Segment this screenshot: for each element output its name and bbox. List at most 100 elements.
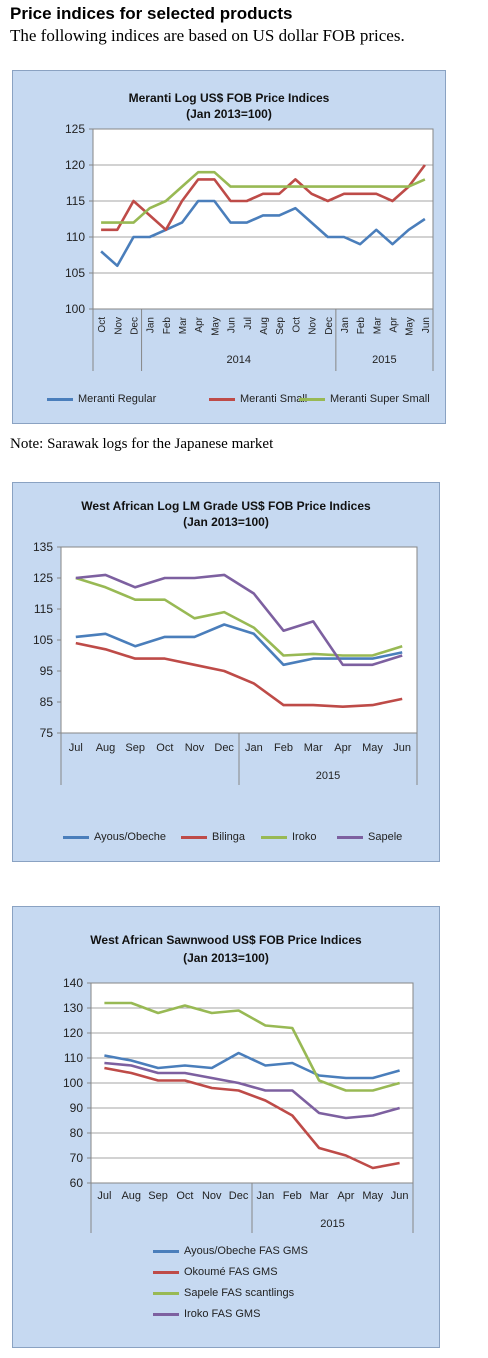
- x-tick-label: May: [362, 742, 383, 754]
- y-tick-label: 105: [33, 633, 53, 647]
- series-line: [104, 1061, 400, 1120]
- x-tick-label: Feb: [356, 317, 367, 335]
- x-tick-label: Dec: [214, 742, 234, 754]
- x-tick-label: Oct: [97, 317, 108, 333]
- legend-label: Ayous/Obeche: [94, 831, 166, 843]
- legend-item: Sapele: [337, 831, 402, 843]
- x-tick-label: Nov: [308, 317, 319, 335]
- legend-label: Sapele FAS scantlings: [184, 1287, 295, 1299]
- x-tick-label: May: [362, 1190, 383, 1202]
- legend-swatch: [47, 397, 73, 401]
- y-tick-label: 60: [70, 1176, 84, 1190]
- x-tick-label: May: [405, 317, 416, 336]
- meranti-chart: Meranti Log US$ FOB Price Indices (Jan 2…: [12, 70, 446, 424]
- legend-item: Sapele FAS scantlings: [153, 1287, 294, 1299]
- x-tick-label: Mar: [372, 316, 383, 334]
- x-tick-label: Mar: [178, 316, 189, 334]
- page-title: Price indices for selected products: [10, 4, 293, 23]
- year-group-label: 2015: [372, 354, 396, 366]
- legend-swatch: [337, 835, 363, 839]
- x-tick-label: Sep: [125, 742, 145, 754]
- y-tick-label: 115: [34, 602, 53, 616]
- x-tick-label: Apr: [194, 316, 205, 332]
- y-tick-label: 135: [33, 540, 53, 554]
- x-tick-label: Jul: [243, 317, 254, 330]
- legend-swatch: [299, 397, 325, 401]
- chart-subtitle: (Jan 2013=100): [186, 107, 272, 121]
- series-line: [104, 1066, 400, 1170]
- chart-title: Meranti Log US$ FOB Price Indices: [128, 91, 330, 105]
- legend-label: Sapele: [368, 831, 403, 843]
- legend-label: Ayous/Obeche FAS GMS: [184, 1245, 308, 1257]
- y-tick-label: 105: [65, 266, 85, 280]
- legend-label: Meranti Regular: [78, 393, 157, 405]
- x-tick-label: Mar: [304, 742, 323, 754]
- y-tick-label: 130: [63, 1001, 83, 1015]
- x-tick-label: Nov: [185, 742, 205, 754]
- legend-swatch: [153, 1291, 179, 1295]
- x-tick-label: Jan: [340, 317, 351, 333]
- series-line: [75, 623, 403, 667]
- x-tick-label: Feb: [162, 317, 173, 335]
- west-african-log-plot: 75 85 95 105 115 125 135 Jul Aug Sep Oct Nov Dec Jan F…: [33, 540, 418, 785]
- y-tick-label: 100: [65, 302, 85, 316]
- legend-item: Bilinga: [181, 831, 245, 843]
- legend-label: Okoumé FAS GMS: [184, 1266, 278, 1278]
- x-tick-label: Oct: [291, 317, 302, 333]
- x-tick-label: Feb: [283, 1190, 302, 1202]
- y-tick-label: 120: [65, 158, 85, 172]
- legend-item: Iroko: [261, 831, 316, 843]
- legend-swatch: [181, 835, 207, 839]
- legend-item: Meranti Regular: [47, 393, 156, 405]
- legend-item: Ayous/Obeche FAS GMS: [153, 1245, 308, 1257]
- page-subtitle: The following indices are based on US do…: [10, 26, 405, 45]
- x-tick-label: Dec: [324, 317, 335, 335]
- chart-legend: Ayous/Obeche Bilinga Iroko Sapele: [13, 827, 441, 847]
- series-line: [75, 576, 403, 657]
- x-tick-label: Jan: [257, 1190, 275, 1202]
- legend-label: Iroko: [292, 831, 317, 843]
- series-line: [101, 170, 426, 224]
- legend-label: Meranti Small: [240, 393, 308, 405]
- y-tick-label: 110: [64, 1051, 83, 1065]
- x-tick-label: Jun: [421, 317, 432, 333]
- year-group-label: 2015: [316, 770, 340, 782]
- plot-area: [92, 128, 434, 310]
- legend-label: Bilinga: [212, 831, 246, 843]
- y-tick-label: 75: [40, 726, 54, 740]
- legend-label: Meranti Super Small: [330, 393, 430, 405]
- x-tick-label: Dec: [129, 317, 140, 335]
- x-tick-label: Oct: [176, 1190, 193, 1202]
- x-tick-label: Jan: [245, 742, 263, 754]
- y-tick-label: 140: [63, 976, 83, 990]
- x-tick-label: Sep: [275, 317, 286, 335]
- year-group-label: 2015: [320, 1218, 344, 1230]
- x-tick-label: May: [210, 317, 221, 336]
- legend-label: Iroko FAS GMS: [184, 1308, 261, 1320]
- chart-legend: Ayous/Obeche FAS GMS Okoumé FAS GMS Sapele…: [13, 1241, 441, 1341]
- y-tick-label: 125: [33, 571, 53, 585]
- meranti-plot: 100 105 110 115 120 125 Oct Nov Dec Jan Feb Mar Apr M…: [65, 122, 434, 371]
- x-tick-label: Sep: [148, 1190, 168, 1202]
- legend-swatch: [153, 1249, 179, 1253]
- x-tick-label: Dec: [229, 1190, 249, 1202]
- y-tick-label: 70: [70, 1151, 84, 1165]
- x-tick-label: Aug: [96, 742, 116, 754]
- x-tick-label: Oct: [156, 742, 173, 754]
- legend-item: Okoumé FAS GMS: [153, 1266, 278, 1278]
- legend-item: Iroko FAS GMS: [153, 1308, 260, 1320]
- x-tick-label: Apr: [389, 316, 400, 332]
- y-tick-label: 120: [63, 1026, 83, 1040]
- legend-swatch: [153, 1270, 179, 1274]
- legend-swatch: [63, 835, 89, 839]
- series-line: [104, 1051, 400, 1080]
- x-tick-label: Nov: [113, 317, 124, 335]
- legend-swatch: [153, 1312, 179, 1316]
- x-tick-label: Jan: [146, 317, 157, 333]
- y-tick-label: 80: [70, 1126, 84, 1140]
- series-line: [75, 641, 403, 708]
- series-line: [100, 199, 426, 268]
- x-tick-label: Feb: [274, 742, 293, 754]
- y-tick-label: 115: [66, 194, 85, 208]
- y-tick-label: 85: [40, 695, 54, 709]
